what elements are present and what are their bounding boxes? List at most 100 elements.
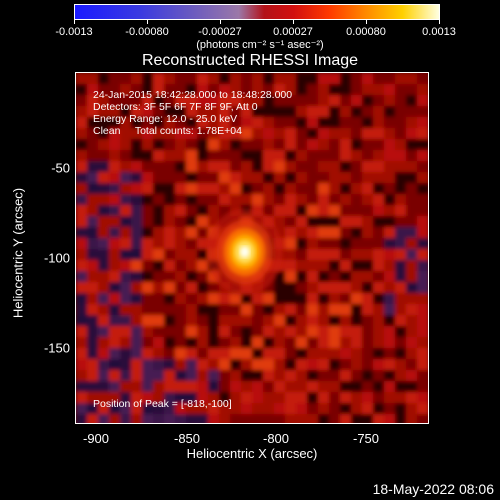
image-pixel (153, 73, 165, 85)
image-pixel (186, 117, 198, 129)
image-pixel (230, 161, 242, 173)
image-pixel (351, 326, 363, 338)
image-pixel (142, 348, 154, 360)
image-pixel (318, 84, 330, 96)
image-pixel (76, 260, 88, 272)
image-pixel (230, 172, 242, 184)
image-pixel (285, 392, 297, 404)
image-pixel (285, 315, 297, 327)
image-pixel (219, 348, 231, 360)
image-pixel (285, 249, 297, 261)
colorbar (74, 4, 440, 20)
image-pixel (164, 172, 176, 184)
image-pixel (153, 304, 165, 316)
image-pixel (362, 348, 374, 360)
image-pixel (285, 326, 297, 338)
image-pixel (263, 293, 275, 305)
image-pixel (219, 194, 231, 206)
image-pixel (263, 205, 275, 217)
image-pixel (241, 337, 253, 349)
image-pixel (76, 238, 88, 250)
image-pixel (131, 315, 143, 327)
image-pixel (120, 227, 132, 239)
image-pixel (263, 172, 275, 184)
image-pixel (329, 216, 341, 228)
image-pixel (120, 260, 132, 272)
image-pixel (197, 95, 209, 107)
image-pixel (230, 183, 242, 195)
image-pixel (384, 73, 396, 85)
image-pixel (318, 282, 330, 294)
image-pixel (164, 326, 176, 338)
image-pixel (87, 227, 99, 239)
image-pixel (197, 205, 209, 217)
image-pixel (351, 150, 363, 162)
image-pixel (351, 403, 363, 415)
image-pixel (318, 172, 330, 184)
image-pixel (417, 84, 428, 96)
image-pixel (406, 172, 418, 184)
image-pixel (153, 128, 165, 140)
image-pixel (417, 95, 428, 107)
image-pixel (131, 183, 143, 195)
image-pixel (186, 183, 198, 195)
image-pixel (340, 73, 352, 85)
image-pixel (274, 161, 286, 173)
image-pixel (153, 337, 165, 349)
image-pixel (219, 359, 231, 371)
image-pixel (175, 337, 187, 349)
image-pixel (76, 95, 88, 107)
image-pixel (175, 161, 187, 173)
image-pixel (109, 139, 121, 151)
image-pixel (175, 370, 187, 382)
image-pixel (197, 128, 209, 140)
image-pixel (120, 106, 132, 118)
image-pixel (406, 95, 418, 107)
image-pixel (318, 150, 330, 162)
image-pixel (241, 414, 253, 423)
image-pixel (384, 172, 396, 184)
image-pixel (98, 161, 110, 173)
image-pixel (87, 315, 99, 327)
image-pixel (351, 370, 363, 382)
image-pixel (197, 260, 209, 272)
image-pixel (142, 370, 154, 382)
image-pixel (318, 293, 330, 305)
image-pixel (263, 304, 275, 316)
image-pixel (186, 271, 198, 283)
image-pixel (109, 315, 121, 327)
image-pixel (406, 403, 418, 415)
image-pixel (186, 370, 198, 382)
image-pixel (307, 172, 319, 184)
image-pixel (417, 304, 428, 316)
image-pixel (384, 238, 396, 250)
image-pixel (296, 337, 308, 349)
image-pixel (307, 139, 319, 151)
image-pixel (285, 139, 297, 151)
image-pixel (131, 95, 143, 107)
image-pixel (252, 359, 264, 371)
image-pixel (406, 337, 418, 349)
image-pixel (296, 139, 308, 151)
image-pixel (142, 304, 154, 316)
image-pixel (197, 293, 209, 305)
image-pixel (186, 150, 198, 162)
image-pixel (142, 315, 154, 327)
image-pixel (241, 326, 253, 338)
image-pixel (329, 326, 341, 338)
image-pixel (186, 315, 198, 327)
image-pixel (296, 359, 308, 371)
image-pixel (406, 205, 418, 217)
image-pixel (252, 315, 264, 327)
image-pixel (395, 315, 407, 327)
image-pixel (318, 348, 330, 360)
image-pixel (406, 271, 418, 283)
image-pixel (153, 293, 165, 305)
image-pixel (384, 106, 396, 118)
detectors: Detectors: 3F 5F 6F 7F 8F 9F, Att 0 (93, 101, 258, 113)
image-pixel (142, 359, 154, 371)
image-pixel (87, 293, 99, 305)
image-pixel (120, 128, 132, 140)
image-pixel (241, 293, 253, 305)
image-pixel (395, 403, 407, 415)
